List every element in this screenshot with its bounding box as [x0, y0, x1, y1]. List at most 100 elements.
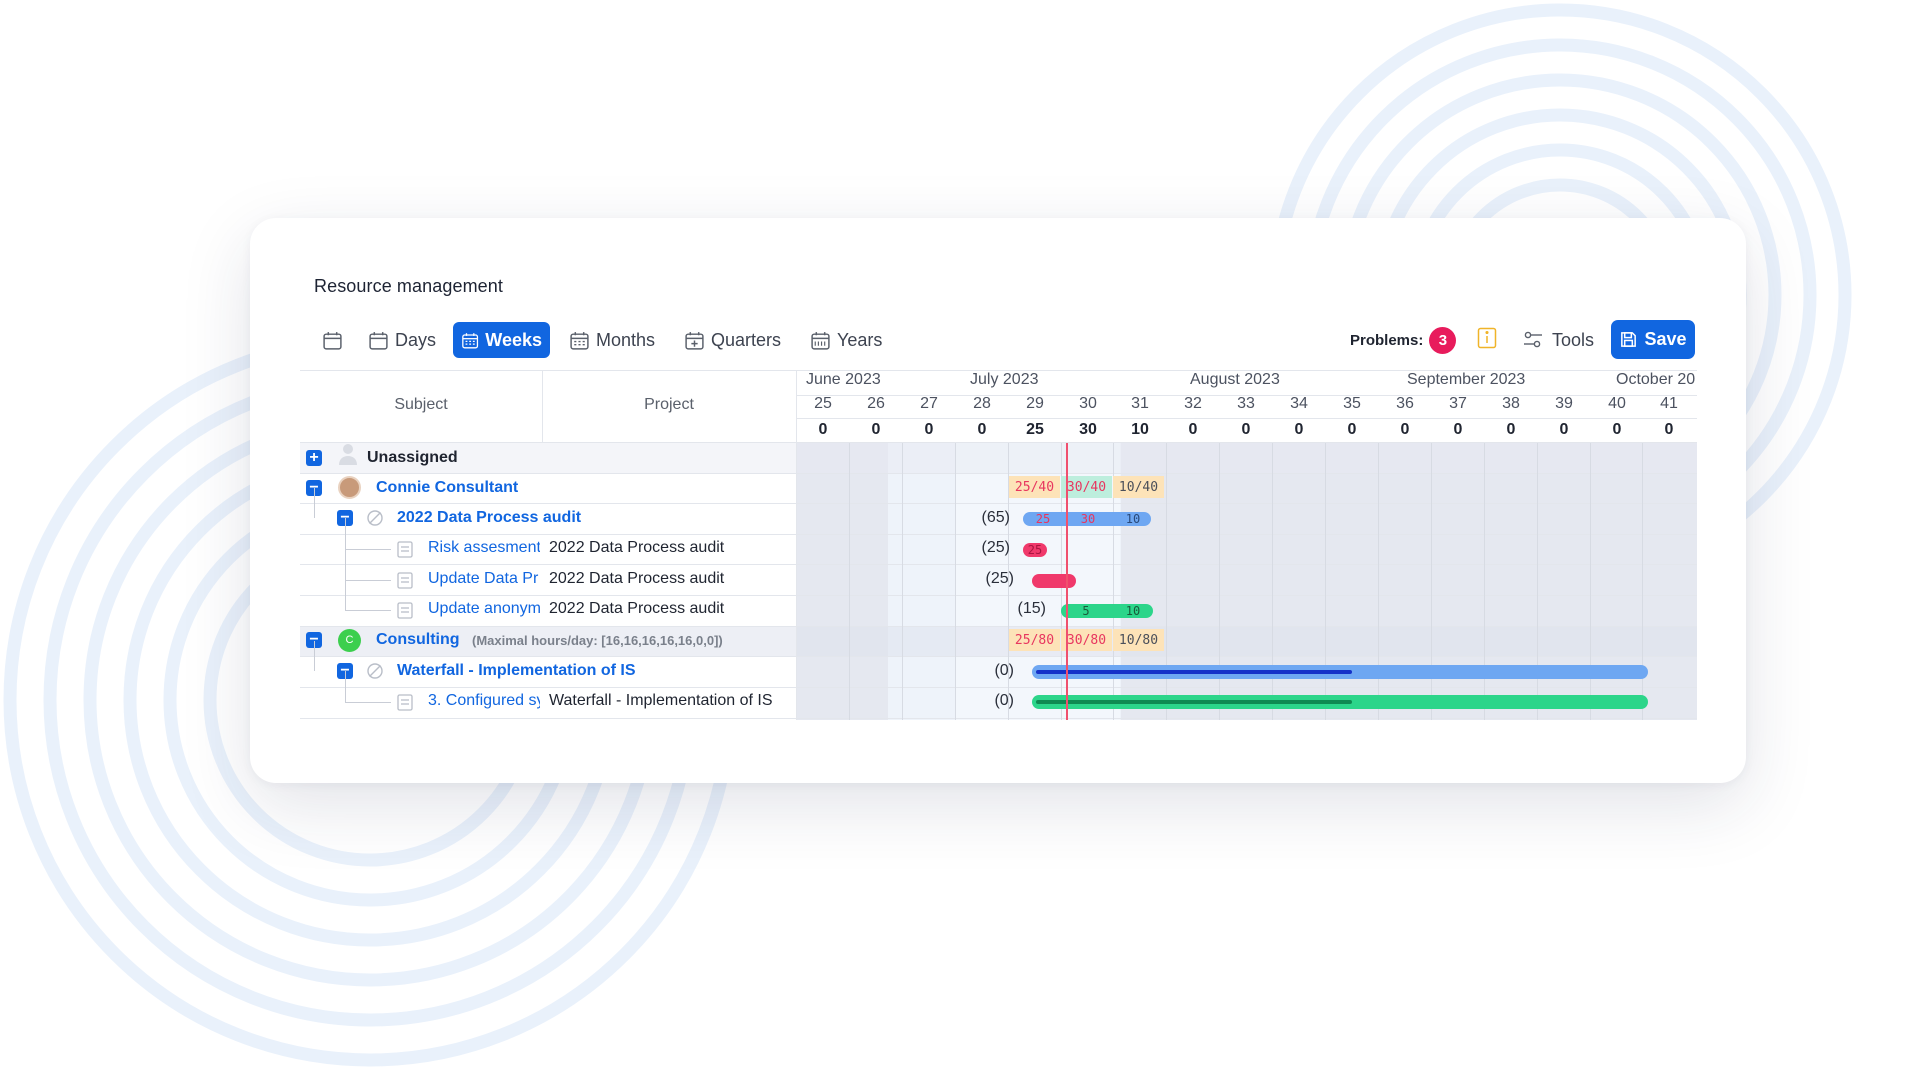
save-button[interactable]: Save — [1611, 320, 1695, 359]
view-years-button[interactable]: Years — [802, 322, 890, 358]
week-total: 0 — [1612, 421, 1622, 438]
column-header-subject[interactable]: Subject — [394, 396, 448, 413]
tree-connector — [345, 549, 391, 550]
view-years-label: Years — [837, 329, 883, 350]
page-title: Resource management — [314, 276, 504, 296]
bar-value: 5 — [1082, 604, 1090, 618]
sum-waterfall: (0) — [994, 662, 1014, 679]
week-gridline — [1378, 443, 1379, 720]
allocation-chip[interactable]: 30/80 — [1061, 629, 1112, 651]
week-label: 41 — [1660, 395, 1678, 412]
group-row-band-1 — [300, 443, 1697, 473]
problems-indicator[interactable]: Problems: 3 — [1350, 327, 1457, 354]
tree-connector — [345, 580, 391, 581]
no-entry-icon — [367, 510, 383, 526]
tree-connector — [345, 702, 391, 703]
row-divider — [300, 564, 1697, 565]
allocation-chip[interactable]: 30/40 — [1061, 476, 1112, 498]
row-project-audit-label[interactable]: 2022 Data Process audit — [397, 509, 582, 526]
tools-label: Tools — [1552, 329, 1595, 350]
view-months-button[interactable]: Months — [561, 322, 663, 358]
calendar-grid-icon — [570, 331, 589, 350]
week-label: 39 — [1555, 395, 1573, 412]
calendar-icon — [369, 331, 388, 350]
row-consulting-label[interactable]: Consulting — [376, 631, 460, 648]
consulting-capacity-note: (Maximal hours/day: [16,16,16,16,16,0,0]… — [472, 633, 723, 648]
task-bar-update-anonym[interactable] — [1061, 604, 1153, 618]
sum-update-anonym: (15) — [1017, 600, 1046, 617]
task-bar-update-data[interactable] — [1032, 574, 1076, 588]
allocation-chip[interactable]: 10/40 — [1113, 476, 1164, 498]
row-divider — [300, 534, 1697, 535]
view-weeks-button[interactable]: Weeks — [453, 322, 550, 358]
week-gridline — [1642, 443, 1643, 720]
bar-value: 10 — [1125, 604, 1141, 618]
row-project-waterfall-label[interactable]: Waterfall - Implementation of IS — [397, 662, 636, 679]
header-week-line — [797, 418, 1697, 419]
week-gridline — [1272, 443, 1273, 720]
week-label: 31 — [1131, 395, 1149, 412]
week-gridline — [1325, 443, 1326, 720]
tree-connector — [345, 610, 391, 611]
task-update-anonym-label[interactable]: Update anonym — [428, 600, 540, 617]
week-label: 35 — [1343, 395, 1361, 412]
task-icon — [397, 602, 413, 619]
week-total: 0 — [1347, 421, 1357, 438]
column-header-project[interactable]: Project — [644, 396, 694, 413]
week-total: 0 — [1400, 421, 1410, 438]
week-total: 25 — [1026, 421, 1044, 438]
sliders-icon — [1524, 331, 1542, 348]
calendar-plus-icon — [685, 331, 704, 350]
task-configured-label[interactable]: 3. Configured sy — [428, 692, 540, 709]
collapse-button[interactable]: − — [306, 632, 322, 648]
week-label: 27 — [920, 395, 938, 412]
month-label: June 2023 — [806, 371, 881, 388]
bar-value: 10 — [1125, 512, 1141, 526]
week-gridline — [849, 443, 850, 720]
week-label: 30 — [1079, 395, 1097, 412]
view-days-button[interactable]: Days — [360, 322, 444, 358]
column-divider — [542, 370, 543, 442]
week-gridline — [1484, 443, 1485, 720]
allocation-chip[interactable]: 25/80 — [1009, 629, 1060, 651]
task-update-data-label[interactable]: Update Data Pr — [428, 570, 539, 587]
view-quarters-button[interactable]: Quarters — [676, 322, 789, 358]
today-button[interactable] — [314, 322, 351, 358]
task-bar-audit[interactable] — [1023, 512, 1151, 526]
week-label: 33 — [1237, 395, 1255, 412]
task-icon — [397, 694, 413, 711]
allocation-chip[interactable]: 25/40 — [1009, 476, 1060, 498]
bar-value: 25 — [1027, 543, 1043, 557]
allocation-chip[interactable]: 10/80 — [1113, 629, 1164, 651]
row-divider — [300, 503, 1697, 504]
info-icon[interactable] — [1477, 327, 1497, 349]
row-connie-label[interactable]: Connie Consultant — [376, 479, 519, 496]
week-total: 30 — [1079, 421, 1097, 438]
view-quarters-label: Quarters — [711, 329, 782, 350]
week-gridline — [902, 443, 903, 720]
row-unassigned-label[interactable]: Unassigned — [367, 449, 458, 466]
sum-audit: (65) — [981, 509, 1010, 526]
tree-connector — [345, 518, 346, 611]
week-total: 0 — [1559, 421, 1569, 438]
week-label: 36 — [1396, 395, 1414, 412]
week-label: 32 — [1184, 395, 1202, 412]
task-risk-project: 2022 Data Process audit — [549, 539, 725, 556]
tools-button[interactable]: Tools — [1522, 324, 1594, 356]
group-row-band-2 — [300, 626, 1697, 656]
week-label: 40 — [1608, 395, 1626, 412]
week-label: 37 — [1449, 395, 1467, 412]
week-total: 0 — [977, 421, 987, 438]
expand-button[interactable]: + — [306, 450, 322, 466]
progress-fill — [1036, 700, 1352, 704]
view-weeks-label: Weeks — [485, 329, 542, 350]
no-entry-icon — [367, 663, 383, 679]
task-risk-label[interactable]: Risk assesment — [428, 539, 540, 556]
calendar-365-icon — [811, 331, 830, 350]
bar-value: 30 — [1080, 512, 1096, 526]
sum-risk: (25) — [981, 539, 1010, 556]
task-bar-risk[interactable] — [1023, 543, 1047, 557]
sum-update-data: (25) — [985, 570, 1014, 587]
task-configured-project: Waterfall - Implementation of IS — [549, 692, 773, 709]
header-bottom-line — [300, 442, 1697, 443]
